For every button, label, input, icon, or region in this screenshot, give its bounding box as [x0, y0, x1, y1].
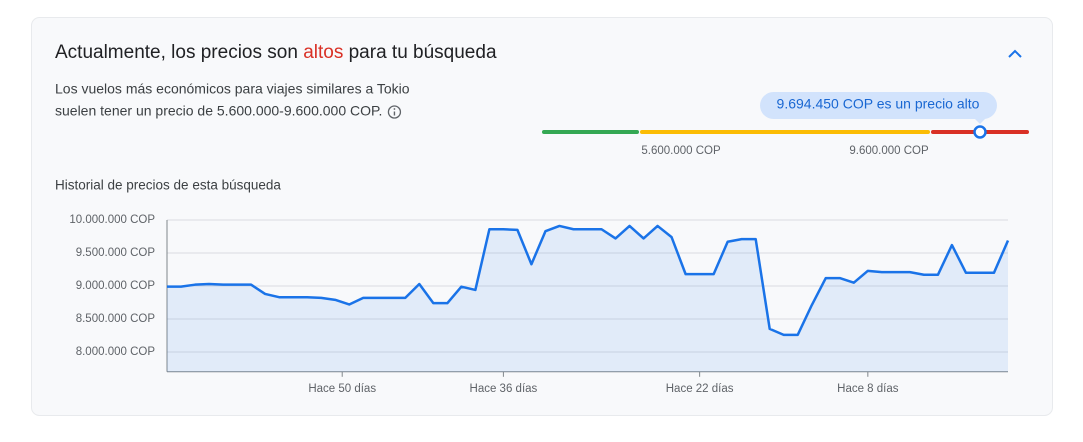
gauge-label: 9.600.000 COP: [849, 145, 929, 157]
tooltip-text: 9.694.450 COP es un precio alto: [777, 96, 980, 112]
price-line: [167, 224, 1010, 337]
x-tick-label: Hace 8 días: [837, 383, 899, 395]
y-tick-label: 8.000.000 COP: [76, 346, 156, 358]
title-text: para tu búsqueda: [343, 42, 497, 63]
title-highlight: altos: [303, 42, 343, 63]
tooltip-pointer: [974, 118, 986, 124]
x-tick-label: Hace 22 días: [666, 383, 734, 395]
description: Los vuelos más económicos para viajes si…: [55, 81, 410, 97]
chart-title: Historial de precios de esta búsqueda: [55, 178, 281, 193]
y-tick-label: 10.000.000 COP: [69, 214, 155, 226]
x-tick-label: Hace 36 días: [470, 383, 538, 395]
tooltip: [760, 92, 997, 119]
insight-title: Actualmente, los precios son altos para …: [55, 42, 497, 63]
y-tick-label: 8.500.000 COP: [76, 313, 156, 325]
gauge-marker: [973, 125, 987, 139]
gauge-label: 5.600.000 COP: [641, 145, 721, 157]
description: suelen tener un precio de 5.600.000-9.60…: [55, 103, 382, 119]
info-icon[interactable]: [387, 105, 402, 119]
title-text: Actualmente, los precios son: [55, 42, 303, 63]
collapse-button[interactable]: [1008, 49, 1022, 58]
x-tick-label: Hace 50 días: [308, 383, 376, 395]
y-tick-label: 9.500.000 COP: [76, 247, 156, 259]
y-tick-label: 9.000.000 COP: [76, 280, 156, 292]
